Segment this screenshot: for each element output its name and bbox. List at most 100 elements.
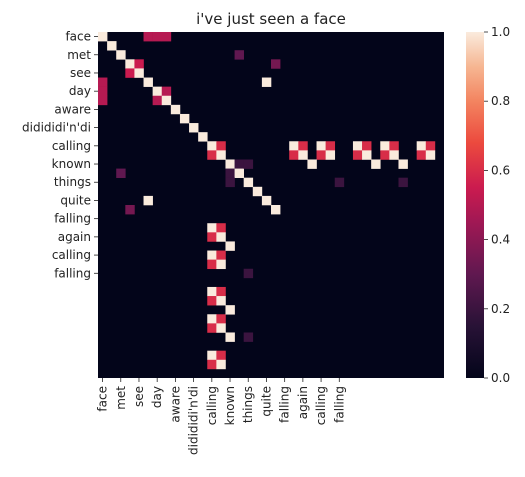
colorbar-gradient: [466, 32, 484, 378]
x-tick-label: met: [114, 386, 128, 410]
heatmap-cell: [425, 141, 436, 151]
y-tick-label: face: [65, 30, 91, 44]
heatmap-cell: [207, 250, 217, 260]
heatmap-cell: [207, 141, 217, 151]
heatmap-cell: [316, 141, 326, 151]
heatmap-cell: [362, 141, 372, 151]
heatmap-cell: [225, 177, 235, 188]
heatmap-cell: [134, 68, 144, 78]
heatmap-cell: [143, 77, 153, 87]
heatmap-cell: [125, 68, 135, 78]
y-tick-label: things: [54, 175, 91, 189]
y-tick-label: known: [52, 157, 91, 171]
y-tick-label: aware: [54, 102, 91, 116]
heatmap-cell: [98, 86, 108, 97]
heatmap-cell: [225, 241, 235, 251]
heatmap-cell: [161, 95, 172, 106]
heatmap-cell: [152, 32, 163, 42]
colorbar-tick-label: 0.4: [491, 233, 510, 247]
x-axis: face met see day aware didididi'n'di calling kn…: [96, 378, 346, 455]
x-tick-label: aware: [168, 386, 182, 423]
heatmap-cell: [416, 150, 427, 160]
heatmap-cell: [225, 159, 235, 169]
heatmap-cell: [216, 232, 226, 242]
heatmap-cell: [216, 296, 226, 306]
heatmap-cell: [243, 177, 254, 188]
x-tick-label: day: [150, 386, 164, 408]
heatmap-cell: [380, 150, 390, 160]
heatmap-cell: [216, 314, 226, 324]
heatmap-cell: [307, 159, 317, 169]
heatmap-cell: [216, 350, 226, 361]
y-axis: face met see day aware didididi'n'di calling kn…: [22, 30, 98, 280]
x-tick-label: falling: [332, 386, 346, 423]
heatmap-cell: [216, 323, 226, 333]
heatmap-cell: [225, 332, 235, 342]
heatmap-cell: [261, 195, 272, 206]
heatmap-cell: [161, 86, 172, 97]
heatmap-cell: [389, 141, 399, 151]
heatmap-cell: [352, 150, 363, 160]
heatmap-cell: [134, 59, 144, 69]
heatmap-cell: [107, 41, 117, 51]
colorbar-tick-label: 0.2: [491, 302, 510, 316]
heatmap-cell: [152, 95, 163, 106]
heatmap-cell: [207, 232, 217, 242]
heatmap-cell: [325, 150, 336, 160]
heatmap-cell: [289, 141, 299, 151]
heatmap-cell: [125, 205, 135, 215]
heatmap-cell: [316, 150, 326, 160]
heatmap-cell: [234, 159, 244, 169]
y-tick-label: falling: [54, 266, 91, 280]
heatmap-cell: [389, 150, 399, 160]
heatmap-cell: [289, 150, 299, 160]
heatmap-cell: [207, 259, 217, 270]
heatmap-cell: [216, 150, 226, 160]
heatmap-cell: [298, 141, 308, 151]
x-tick-label: known: [223, 386, 237, 425]
x-tick-label: falling: [278, 386, 292, 423]
colorbar-tick-label: 0.6: [491, 163, 510, 177]
heatmap-cell: [352, 141, 363, 151]
x-tick-label: calling: [205, 386, 219, 425]
heatmap-cell: [152, 86, 163, 97]
heatmap-cell: [216, 259, 226, 270]
heatmap-cell: [234, 50, 244, 60]
heatmap-cell: [198, 132, 208, 142]
heatmap-cell: [398, 159, 408, 169]
heatmap-cell: [207, 286, 217, 297]
heatmap-cell: [243, 332, 254, 342]
x-tick-label: quite: [259, 386, 273, 417]
heatmap-cell: [143, 195, 153, 206]
chart-title: i've just seen a face: [196, 10, 346, 28]
heatmap-cell: [216, 286, 226, 297]
heatmap-cell: [398, 177, 408, 188]
heatmap-cell: [207, 350, 217, 361]
heatmap-cell: [216, 359, 226, 370]
x-tick-label: calling: [314, 386, 328, 425]
heatmap-cell: [252, 186, 263, 197]
heatmap-cell: [207, 359, 217, 370]
y-tick-label: quite: [60, 193, 91, 207]
heatmap-cell: [325, 141, 336, 151]
y-tick-label: again: [58, 230, 91, 244]
heatmap-cell: [225, 305, 235, 315]
heatmap-cell: [243, 268, 254, 279]
y-tick-label: calling: [52, 248, 91, 262]
heatmap-cell: [116, 168, 126, 178]
heatmap-cell: [225, 168, 235, 178]
x-tick-label: see: [132, 386, 146, 407]
y-tick-label: calling: [52, 139, 91, 153]
heatmap-cell: [216, 141, 226, 151]
x-tick-label: things: [241, 386, 255, 423]
colorbar: 0.0 0.2 0.4 0.6 0.8 1.0: [466, 25, 510, 385]
y-tick-label: met: [67, 48, 91, 62]
x-tick-label: didididi'n'di: [187, 386, 201, 455]
heatmap-cell: [116, 50, 126, 60]
heatmap-cell: [98, 77, 108, 87]
x-tick-label: face: [96, 386, 110, 412]
heatmap-cell: [298, 150, 308, 160]
colorbar-tick-label: 0.0: [491, 371, 510, 385]
heatmap-cell: [271, 205, 281, 215]
